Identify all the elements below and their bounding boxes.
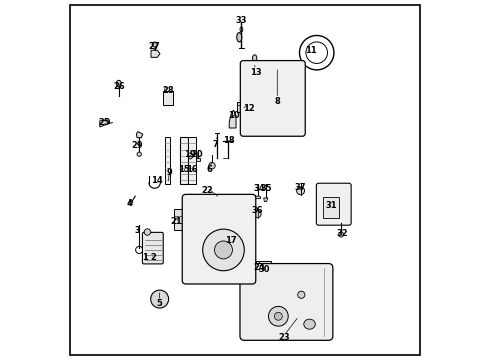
- Circle shape: [256, 267, 263, 274]
- Text: 10: 10: [228, 111, 239, 120]
- Text: 18: 18: [223, 136, 235, 145]
- Polygon shape: [136, 132, 143, 138]
- Polygon shape: [196, 158, 200, 161]
- Text: 29: 29: [131, 141, 143, 150]
- Circle shape: [339, 232, 343, 237]
- Text: 19: 19: [184, 150, 195, 159]
- Circle shape: [209, 162, 215, 169]
- Circle shape: [137, 152, 141, 156]
- Circle shape: [144, 229, 151, 235]
- Ellipse shape: [237, 33, 242, 42]
- Text: 35: 35: [261, 184, 272, 193]
- Text: 27: 27: [149, 42, 160, 51]
- FancyBboxPatch shape: [143, 232, 163, 264]
- Circle shape: [152, 42, 157, 47]
- Text: 2: 2: [150, 253, 156, 262]
- Text: 17: 17: [225, 237, 237, 246]
- Circle shape: [274, 64, 280, 70]
- FancyBboxPatch shape: [317, 183, 351, 225]
- Text: 36: 36: [252, 206, 263, 215]
- Ellipse shape: [296, 187, 304, 195]
- FancyBboxPatch shape: [240, 264, 333, 340]
- Text: 9: 9: [167, 168, 172, 177]
- Text: 28: 28: [162, 86, 174, 95]
- Circle shape: [203, 229, 245, 271]
- Polygon shape: [264, 198, 268, 202]
- Text: 23: 23: [279, 333, 290, 342]
- Text: 3: 3: [135, 226, 140, 235]
- Bar: [256, 261, 271, 275]
- Text: 25: 25: [98, 118, 110, 127]
- Text: 30: 30: [259, 265, 270, 274]
- Text: 21: 21: [170, 217, 182, 226]
- Bar: [163, 91, 172, 105]
- Bar: [180, 137, 188, 184]
- Text: 5: 5: [157, 299, 163, 308]
- Circle shape: [215, 241, 232, 259]
- Polygon shape: [151, 50, 160, 57]
- Text: 6: 6: [206, 165, 212, 174]
- Circle shape: [254, 211, 261, 218]
- Text: 20: 20: [192, 150, 203, 159]
- Ellipse shape: [304, 319, 315, 329]
- Polygon shape: [254, 196, 261, 199]
- Text: 31: 31: [325, 201, 337, 210]
- Text: 24: 24: [253, 264, 265, 273]
- Text: 4: 4: [126, 199, 132, 208]
- Text: 16: 16: [186, 165, 198, 174]
- Text: 32: 32: [336, 229, 347, 238]
- Bar: [174, 210, 181, 230]
- Text: 33: 33: [236, 16, 247, 25]
- Bar: [237, 102, 245, 112]
- Text: 37: 37: [295, 183, 306, 192]
- Text: 7: 7: [213, 140, 219, 149]
- Ellipse shape: [252, 55, 257, 61]
- Text: 12: 12: [244, 104, 255, 113]
- FancyBboxPatch shape: [240, 60, 305, 136]
- Ellipse shape: [269, 306, 288, 326]
- Text: 15: 15: [178, 165, 190, 174]
- Polygon shape: [100, 120, 109, 127]
- Ellipse shape: [274, 312, 282, 320]
- Circle shape: [151, 290, 169, 308]
- Text: 13: 13: [250, 68, 262, 77]
- Text: 26: 26: [113, 82, 124, 91]
- FancyBboxPatch shape: [182, 194, 256, 284]
- Bar: [323, 197, 339, 219]
- Ellipse shape: [298, 291, 305, 298]
- Polygon shape: [188, 153, 194, 159]
- Text: 22: 22: [201, 186, 213, 195]
- Text: 14: 14: [151, 176, 163, 185]
- Ellipse shape: [116, 80, 122, 87]
- Polygon shape: [129, 201, 133, 204]
- Text: 11: 11: [305, 46, 317, 55]
- Text: 8: 8: [274, 96, 280, 105]
- Polygon shape: [229, 110, 236, 128]
- Text: 1: 1: [142, 253, 147, 262]
- Bar: [165, 137, 171, 184]
- Text: 34: 34: [253, 184, 265, 193]
- Bar: [188, 137, 196, 184]
